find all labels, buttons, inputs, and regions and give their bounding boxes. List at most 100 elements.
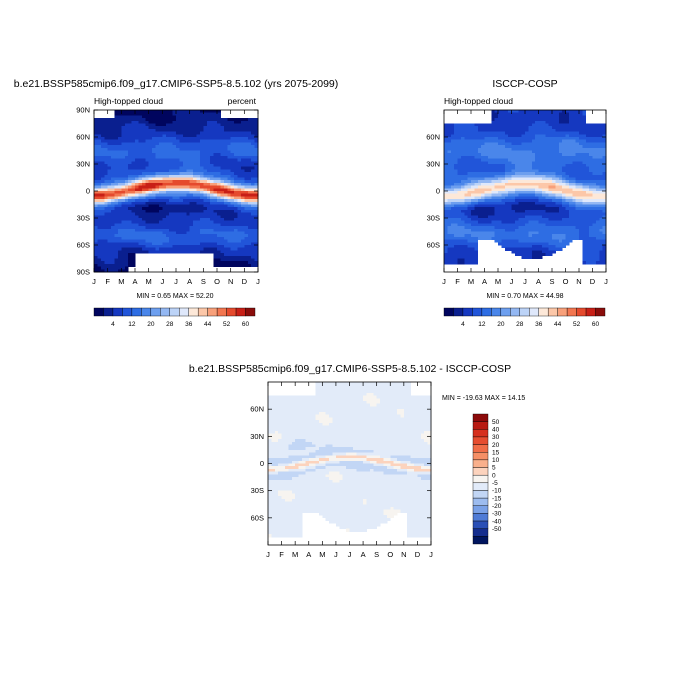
field-cell	[162, 209, 167, 213]
field-cell	[528, 209, 533, 213]
field-cell	[196, 201, 201, 205]
field-cell	[182, 204, 187, 208]
field-cell	[565, 239, 570, 243]
field-cell	[97, 118, 102, 122]
field-cell	[131, 174, 136, 178]
field-cell	[104, 185, 109, 189]
field-cell	[572, 158, 577, 162]
field-cell	[552, 161, 556, 165]
field-cell	[121, 199, 126, 203]
field-cell	[538, 112, 543, 116]
field-cell	[585, 164, 590, 168]
field-cell	[572, 147, 577, 151]
field-cell	[148, 110, 153, 114]
field-cell	[145, 209, 150, 213]
field-cell	[541, 134, 546, 138]
field-cell	[97, 228, 102, 232]
field-cell	[94, 139, 98, 143]
field-cell	[158, 150, 163, 154]
field-cell	[498, 228, 502, 232]
field-cell	[217, 220, 221, 224]
field-cell	[189, 126, 194, 130]
field-cell	[223, 191, 228, 195]
field-cell	[220, 220, 225, 224]
field-cell	[213, 153, 218, 157]
field-cell	[575, 204, 580, 208]
field-cell	[251, 147, 255, 151]
field-cell	[454, 201, 458, 205]
field-cell	[487, 193, 492, 197]
field-cell	[145, 193, 150, 197]
field-cell	[100, 239, 105, 243]
field-cell	[169, 245, 173, 249]
field-cell	[575, 128, 580, 132]
field-cell	[155, 166, 160, 170]
field-cell	[107, 153, 112, 157]
field-cell	[107, 188, 112, 192]
field-cell	[511, 110, 516, 114]
field-cell	[575, 209, 580, 213]
field-cell	[481, 164, 485, 168]
field-cell	[552, 126, 556, 130]
field-cell	[141, 126, 146, 130]
field-cell	[97, 153, 102, 157]
field-cell	[193, 142, 197, 146]
field-cell	[179, 145, 184, 149]
field-cell	[444, 185, 448, 189]
field-cell	[94, 261, 98, 265]
field-cell	[158, 166, 163, 170]
field-cell	[457, 193, 462, 197]
field-cell	[111, 158, 115, 162]
field-cell	[572, 182, 577, 186]
field-cell	[176, 112, 180, 116]
field-cell	[131, 123, 136, 127]
field-cell	[117, 258, 122, 262]
field-cell	[199, 199, 204, 203]
field-cell	[501, 188, 506, 192]
field-cell	[511, 123, 516, 127]
field-cell	[558, 118, 563, 122]
field-cell	[487, 137, 492, 141]
field-cell	[498, 134, 502, 138]
field-cell	[237, 258, 242, 262]
field-cell	[514, 147, 519, 151]
field-cell	[244, 166, 249, 170]
field-cell	[511, 118, 516, 122]
colorbar-swatch	[141, 307, 152, 317]
field-cell	[575, 120, 580, 124]
field-cell	[213, 236, 218, 240]
field-cell	[481, 172, 485, 176]
field-cell	[135, 231, 139, 235]
field-cell	[117, 164, 122, 168]
field-cell	[464, 131, 469, 135]
field-cell	[562, 199, 566, 203]
field-cell	[494, 207, 499, 211]
field-cell	[528, 234, 533, 238]
field-cell	[508, 245, 512, 249]
field-cell	[169, 182, 173, 186]
field-cell	[481, 158, 485, 162]
field-cell	[460, 134, 465, 138]
field-cell	[501, 142, 506, 146]
field-cell	[100, 185, 105, 189]
field-cell	[206, 118, 211, 122]
field-cell	[565, 207, 570, 211]
field-cell	[474, 212, 479, 216]
field-cell	[541, 228, 546, 232]
field-cell	[223, 166, 228, 170]
field-cell	[138, 212, 143, 216]
field-cell	[582, 258, 587, 262]
field-cell	[94, 150, 98, 154]
field-cell	[206, 169, 211, 173]
field-cell	[234, 137, 238, 141]
field-cell	[172, 174, 177, 178]
field-cell	[467, 236, 472, 240]
field-cell	[528, 161, 533, 165]
field-cell	[447, 185, 452, 189]
field-cell	[227, 226, 232, 230]
field-cell	[454, 212, 458, 216]
field-cell	[196, 188, 201, 192]
field-cell	[237, 218, 242, 222]
field-cell	[514, 236, 519, 240]
field-cell	[535, 209, 539, 213]
